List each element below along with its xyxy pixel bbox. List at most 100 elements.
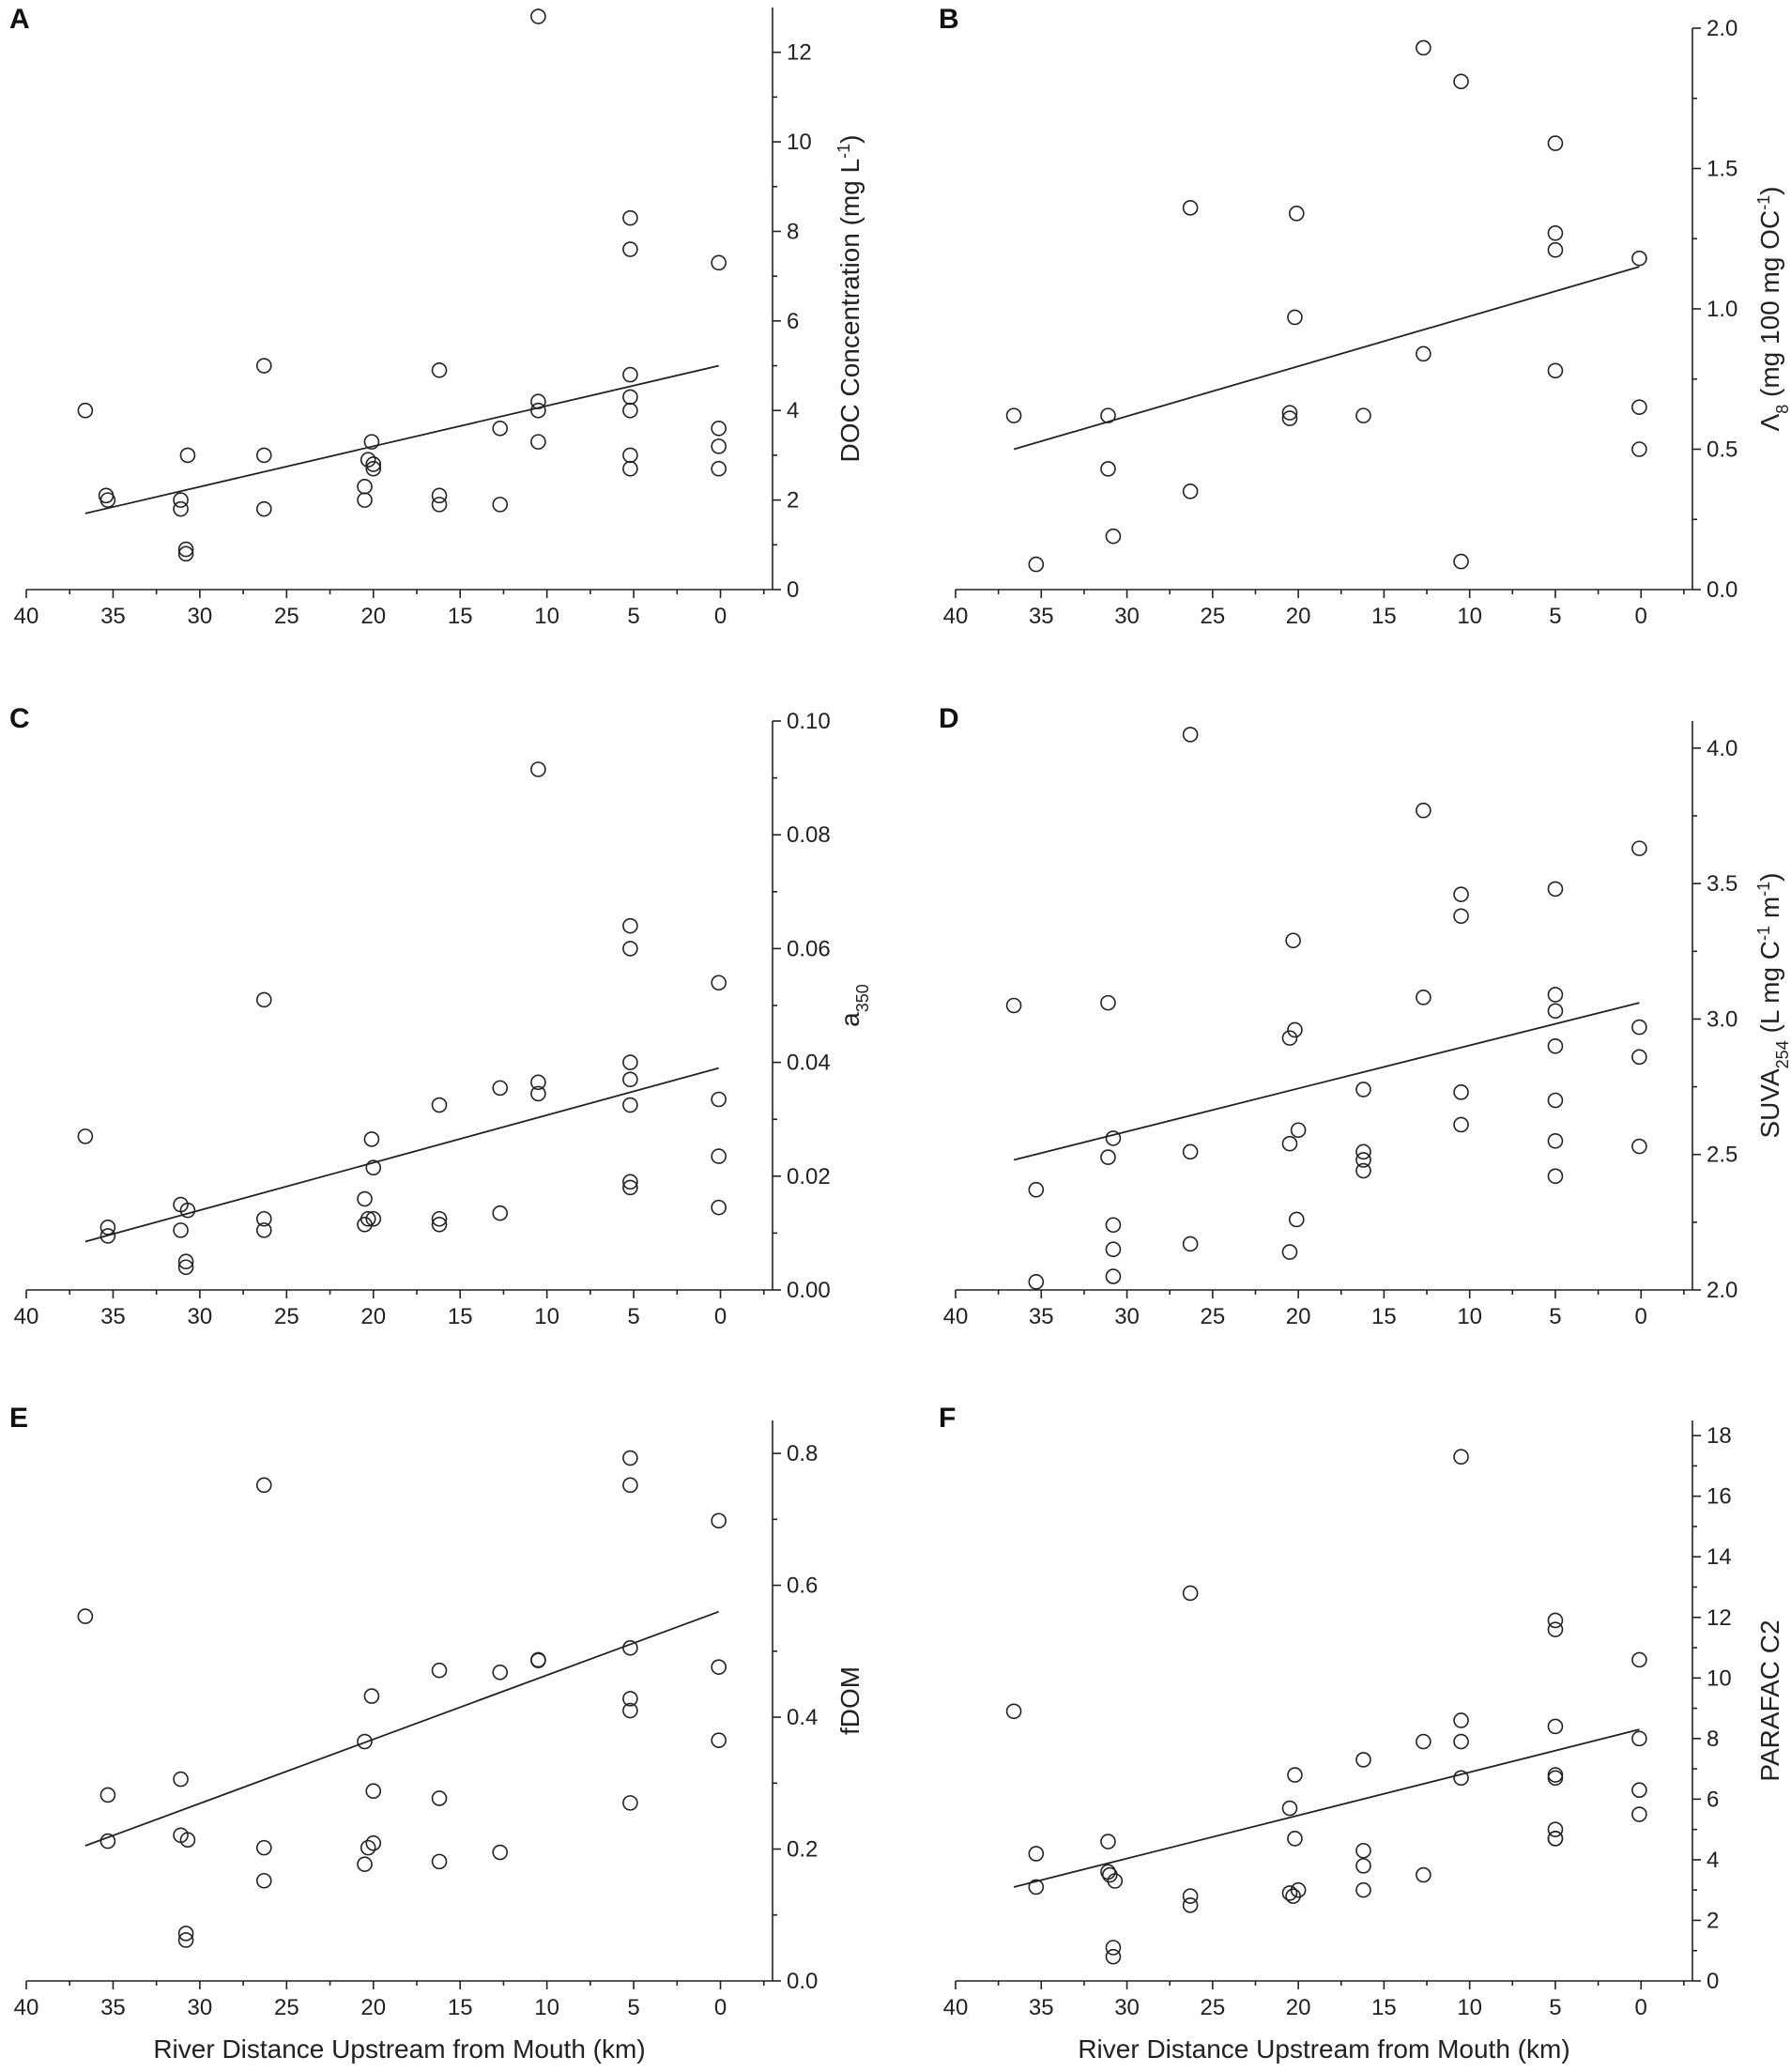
y-tick-label: 0.10 — [787, 709, 831, 734]
x-tick-label: 0 — [714, 1304, 727, 1329]
data-point — [177, 541, 194, 558]
data-point — [1547, 1770, 1564, 1787]
data-point — [179, 447, 196, 464]
data-point — [1453, 1449, 1469, 1466]
data-point — [492, 1664, 509, 1681]
data-point — [255, 1872, 272, 1889]
data-point — [179, 1202, 196, 1219]
x-tick-label: 10 — [534, 1995, 559, 2020]
data-point — [1631, 441, 1647, 457]
data-point — [622, 447, 638, 464]
data-point — [1285, 932, 1301, 949]
data-point — [1281, 405, 1298, 421]
x-tick-label: 15 — [1371, 1304, 1397, 1329]
data-point — [365, 1159, 382, 1176]
data-point — [622, 1174, 638, 1190]
data-point — [1281, 1135, 1298, 1152]
data-point — [1453, 73, 1469, 90]
data-point — [173, 1771, 189, 1788]
x-tick-label: 20 — [360, 604, 386, 629]
data-point — [711, 254, 727, 271]
data-point — [1290, 1881, 1307, 1898]
data-point — [530, 393, 546, 409]
data-point — [1547, 241, 1564, 258]
data-point — [357, 1190, 373, 1207]
data-point — [622, 1097, 638, 1113]
data-point — [1028, 1274, 1045, 1290]
data-point — [1107, 1873, 1124, 1889]
data-point — [363, 434, 380, 450]
data-point — [622, 1054, 638, 1070]
data-point — [1288, 206, 1305, 222]
data-point — [1453, 908, 1469, 925]
data-point — [1100, 994, 1116, 1011]
data-point — [1287, 1767, 1303, 1783]
data-point — [431, 487, 448, 504]
data-point — [357, 479, 373, 495]
x-tick-label: 5 — [1549, 604, 1561, 629]
data-point — [1453, 1116, 1469, 1133]
data-point — [357, 492, 373, 508]
panel-f-chart: F 40 35 30 25 20 15 10 5 0 0 2 4 6 8 10 12 14 16 18 PARAFAC … — [939, 1403, 1784, 2064]
data-point — [492, 1844, 509, 1861]
data-point — [77, 1608, 94, 1624]
y-tick-label: 6 — [1707, 1787, 1719, 1812]
data-point — [1288, 1211, 1305, 1228]
x-tick-label: 25 — [1200, 1995, 1225, 2020]
data-point — [1182, 727, 1199, 743]
x-tick-label: 5 — [627, 604, 639, 629]
x-tick-label: 15 — [448, 1304, 473, 1329]
data-point — [1105, 1130, 1122, 1146]
x-tick-label: 40 — [14, 1995, 39, 2020]
data-point — [1355, 1858, 1371, 1874]
data-point — [179, 1832, 196, 1848]
data-point — [1105, 528, 1122, 545]
y-axis-title: PARAFAC C2 — [1755, 1619, 1784, 1781]
y-tick-label: 0.02 — [787, 1164, 831, 1189]
x-tick-label: 40 — [943, 1304, 969, 1329]
data-point — [1287, 1021, 1303, 1038]
x-tick-label: 35 — [1029, 1995, 1054, 2020]
data-point — [1631, 399, 1647, 415]
y-tick-label: 1.0 — [1707, 297, 1737, 322]
y-tick-label: 6 — [787, 309, 799, 334]
data-point — [1105, 1268, 1122, 1284]
data-point — [1631, 250, 1647, 267]
data-point — [1547, 1003, 1564, 1020]
data-point — [1416, 345, 1431, 362]
panel-letter: F — [939, 1403, 956, 1434]
y-axis-title: SUVA254 (L mg C-1 m-1) — [1754, 873, 1791, 1139]
data-point — [1182, 1888, 1199, 1904]
data-point — [622, 1691, 638, 1707]
data-point — [1547, 362, 1564, 379]
data-point — [1547, 1831, 1564, 1847]
data-point — [711, 1512, 727, 1529]
y-tick-label: 2.5 — [1707, 1143, 1737, 1168]
data-point — [177, 1253, 194, 1270]
x-tick-label: 15 — [1371, 604, 1397, 629]
x-tick-label: 15 — [448, 1995, 473, 2020]
regression-line — [1013, 266, 1640, 451]
data-point — [360, 1839, 376, 1856]
regression-line — [1013, 1728, 1640, 1888]
x-tick-label: 5 — [627, 1304, 639, 1329]
y-tick-label: 3.5 — [1707, 871, 1737, 897]
regression-line — [84, 364, 719, 514]
y-tick-label: 8 — [787, 219, 799, 244]
data-point — [711, 1659, 727, 1675]
data-point — [77, 1128, 94, 1144]
data-point — [1453, 1733, 1469, 1750]
data-point — [431, 1853, 448, 1870]
data-point — [1285, 1888, 1301, 1904]
y-tick-label: 12 — [1707, 1605, 1732, 1631]
x-tick-label: 25 — [274, 1304, 299, 1329]
panel-d-chart: D 40 35 30 25 20 15 10 5 0 2.0 2.5 3.0 3.5 4.0 SUVA254 … — [939, 703, 1791, 1329]
data-point — [1100, 407, 1116, 423]
x-tick-label: 25 — [1200, 1304, 1225, 1329]
data-point — [711, 1199, 727, 1216]
data-point — [1182, 1585, 1199, 1602]
data-point — [255, 991, 272, 1008]
data-point — [357, 1856, 373, 1872]
x-axis-title: River Distance Upstream from Mouth (km) — [1078, 2034, 1569, 2064]
data-point — [255, 1839, 272, 1856]
